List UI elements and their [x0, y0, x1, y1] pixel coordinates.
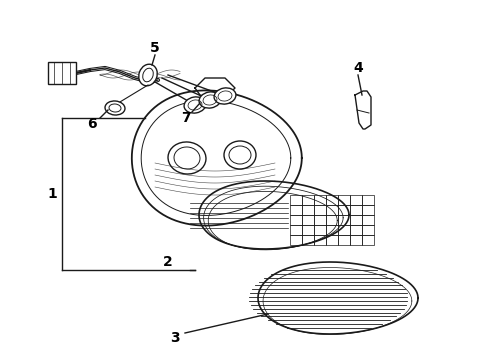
- Ellipse shape: [214, 88, 236, 104]
- Bar: [290, 205, 302, 215]
- Ellipse shape: [224, 141, 256, 169]
- Bar: [290, 215, 302, 225]
- Bar: [326, 235, 338, 245]
- Bar: [362, 215, 374, 225]
- Ellipse shape: [168, 142, 206, 174]
- Bar: [338, 205, 350, 215]
- Bar: [326, 215, 338, 225]
- Text: 5: 5: [150, 41, 160, 55]
- Bar: [290, 195, 302, 205]
- Bar: [314, 195, 326, 205]
- Bar: [338, 215, 350, 225]
- Text: 6: 6: [87, 117, 97, 131]
- Text: 7: 7: [181, 111, 191, 125]
- Bar: [302, 235, 314, 245]
- Bar: [338, 225, 350, 235]
- Text: 1: 1: [47, 187, 57, 201]
- Ellipse shape: [199, 92, 221, 108]
- Bar: [362, 195, 374, 205]
- Bar: [302, 195, 314, 205]
- Ellipse shape: [105, 101, 125, 115]
- Bar: [350, 225, 362, 235]
- Text: 3: 3: [170, 331, 180, 345]
- Bar: [362, 225, 374, 235]
- Bar: [48, 62, 76, 84]
- Bar: [326, 205, 338, 215]
- Bar: [338, 235, 350, 245]
- Bar: [314, 205, 326, 215]
- Ellipse shape: [184, 97, 206, 113]
- Bar: [350, 205, 362, 215]
- Bar: [314, 225, 326, 235]
- Bar: [326, 225, 338, 235]
- Bar: [302, 205, 314, 215]
- Ellipse shape: [139, 64, 157, 86]
- Bar: [314, 215, 326, 225]
- Text: 2: 2: [163, 255, 173, 269]
- Bar: [314, 235, 326, 245]
- Bar: [350, 195, 362, 205]
- Bar: [350, 215, 362, 225]
- Text: 4: 4: [353, 61, 363, 75]
- Bar: [302, 225, 314, 235]
- Bar: [338, 195, 350, 205]
- Bar: [302, 215, 314, 225]
- Bar: [290, 225, 302, 235]
- Bar: [362, 235, 374, 245]
- Bar: [350, 235, 362, 245]
- Polygon shape: [355, 91, 371, 129]
- Bar: [362, 205, 374, 215]
- Bar: [290, 235, 302, 245]
- Bar: [326, 195, 338, 205]
